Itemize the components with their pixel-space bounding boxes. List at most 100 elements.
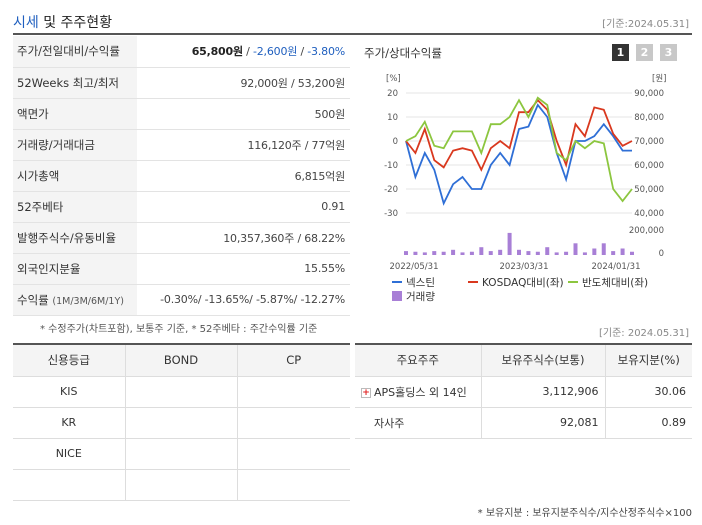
holder-name: APS홀딩스 외 14인 xyxy=(374,385,467,399)
volume-bar xyxy=(592,248,597,255)
volume-bar xyxy=(422,252,427,255)
table-cell: KR xyxy=(13,407,125,439)
holder-pct: 0.89 xyxy=(604,407,692,439)
x-tick-label: 2023/03/31 xyxy=(500,262,549,272)
info-label: 거래량/거래대금 xyxy=(13,129,137,161)
table-cell xyxy=(13,469,125,501)
col-header: CP xyxy=(236,345,350,377)
info-label: 시가총액 xyxy=(13,160,137,192)
holder-shares: 92,081 xyxy=(480,407,605,439)
section-title: 시세 및 주주현황 xyxy=(13,12,112,32)
table-cell xyxy=(236,407,350,439)
legend-label: KOSDAQ대비(좌) xyxy=(482,277,564,289)
table-header-row: 주요주주 보유주식수(보통) 보유지분(%) xyxy=(355,345,692,377)
stock-line xyxy=(405,103,632,206)
divider xyxy=(13,343,350,345)
volume-bar xyxy=(469,251,474,255)
volume-bar xyxy=(413,251,418,255)
right-tick-label: 40,000 xyxy=(634,209,664,219)
volume-bar xyxy=(460,252,465,255)
info-row: 거래량/거래대금 116,120주 / 77억원 xyxy=(13,129,350,161)
info-label: 수익률 (1M/3M/6M/1Y) xyxy=(13,284,137,316)
price-change-rate: -3.80% xyxy=(307,45,345,59)
left-tick-label: -20 xyxy=(384,185,398,195)
table-row: KR xyxy=(13,407,350,439)
table-cell xyxy=(124,407,237,439)
info-value: 92,000원 / 53,200원 xyxy=(137,67,350,99)
footnote-quote: * 수정주가(차트포함), 보통주 기준, * 52주베타 : 주간수익률 기준 xyxy=(40,324,318,335)
right-tick-label: 60,000 xyxy=(634,161,664,171)
info-value: 0.91 xyxy=(137,191,350,223)
volume-bar xyxy=(526,251,531,255)
info-value: 65,800원 / -2,600원 / -3.80% xyxy=(137,36,350,68)
right-tick-label: 50,000 xyxy=(634,185,664,195)
volume-tick-label: 0 xyxy=(659,249,664,259)
table-row: 자사주 92,081 0.89 xyxy=(355,407,692,439)
volume-bar xyxy=(611,251,616,255)
expand-icon[interactable]: + xyxy=(361,387,371,398)
table-cell: NICE xyxy=(13,438,125,470)
legend-label: 반도체대비(좌) xyxy=(582,277,648,289)
volume-bar xyxy=(441,251,446,255)
title-quote: 시세 xyxy=(13,15,39,31)
title-holders: 및 주주현황 xyxy=(43,15,113,31)
table-row: KIS xyxy=(13,376,350,408)
volume-bar xyxy=(535,251,540,255)
table-cell xyxy=(124,376,237,408)
volume-bar xyxy=(451,249,456,255)
period-button-1[interactable]: 1 xyxy=(612,44,629,61)
volume-tick-label: 200,000 xyxy=(629,226,664,236)
info-label: 52주베타 xyxy=(13,191,137,223)
table-cell xyxy=(236,469,350,501)
volume-bar xyxy=(479,247,484,255)
reference-date-2: [기준: 2024.05.31] xyxy=(598,328,689,339)
col-header: 보유주식수(보통) xyxy=(480,345,605,377)
volume-bar xyxy=(630,251,634,255)
return-label: 수익률 xyxy=(17,292,49,307)
table-cell xyxy=(124,438,237,470)
info-row: 발행주식수/유동비율 10,357,360주 / 68.22% xyxy=(13,222,350,254)
volume-bar xyxy=(404,251,408,255)
return-periods: (1M/3M/6M/1Y) xyxy=(52,295,124,307)
info-row: 시가총액 6,815억원 xyxy=(13,160,350,192)
info-value: 10,357,360주 / 68.22% xyxy=(137,222,350,254)
volume-bar xyxy=(564,251,569,255)
x-tick-label: 2024/01/31 xyxy=(592,262,641,272)
period-button-2[interactable]: 2 xyxy=(636,44,653,61)
info-row: 외국인지분율 15.55% xyxy=(13,253,350,285)
price-value: 65,800원 xyxy=(191,45,243,59)
period-button-3[interactable]: 3 xyxy=(660,44,677,61)
price-relative-chart: [%] [원] 20 10 0 -10 -20 -30 90,000 80,000 70,00… xyxy=(384,74,666,303)
left-tick-label: 0 xyxy=(393,137,398,147)
return-values: -0.30%/ -13.65%/ -5.87%/ -12.27% xyxy=(137,284,350,316)
col-header: 보유지분(%) xyxy=(604,345,692,377)
kosdaq-relative-line xyxy=(405,98,633,172)
volume-bar xyxy=(573,243,578,255)
info-row: 52주베타 0.91 xyxy=(13,191,350,223)
right-tick-label: 90,000 xyxy=(634,89,664,99)
holder-name-cell: + APS홀딩스 외 14인 xyxy=(355,376,481,408)
right-tick-label: 70,000 xyxy=(634,137,664,147)
price-change: -2,600원 xyxy=(252,45,298,59)
info-value: 500원 xyxy=(137,98,350,130)
footnote-holders: * 보유지분 : 보유지분주식수/지수산정주식수×100 xyxy=(477,508,692,519)
legend-label: 거래량 xyxy=(406,291,435,303)
info-label: 주가/전일대비/수익률 xyxy=(13,36,137,68)
table-row xyxy=(13,469,350,501)
table-cell xyxy=(236,438,350,470)
table-cell xyxy=(124,469,237,501)
info-row: 52Weeks 최고/최저 92,000원 / 53,200원 xyxy=(13,67,350,99)
info-value: 6,815억원 xyxy=(137,160,350,192)
col-header: 주요주주 xyxy=(355,345,481,377)
info-row-price: 주가/전일대비/수익률 65,800원 / -2,600원 / -3.80% xyxy=(13,36,350,68)
info-row: 액면가 500원 xyxy=(13,98,350,130)
quote-info-table: 주가/전일대비/수익률 65,800원 / -2,600원 / -3.80% 5… xyxy=(13,36,350,316)
volume-bar xyxy=(582,252,587,255)
left-tick-label: 10 xyxy=(387,113,398,123)
legend-swatch xyxy=(392,291,402,301)
table-header-row: 신용등급 BOND CP xyxy=(13,345,350,377)
volume-bar xyxy=(554,252,559,255)
col-header: BOND xyxy=(124,345,237,377)
right-tick-label: 80,000 xyxy=(634,113,664,123)
credit-rating-table: 신용등급 BOND CP KIS KR NICE xyxy=(13,345,350,501)
